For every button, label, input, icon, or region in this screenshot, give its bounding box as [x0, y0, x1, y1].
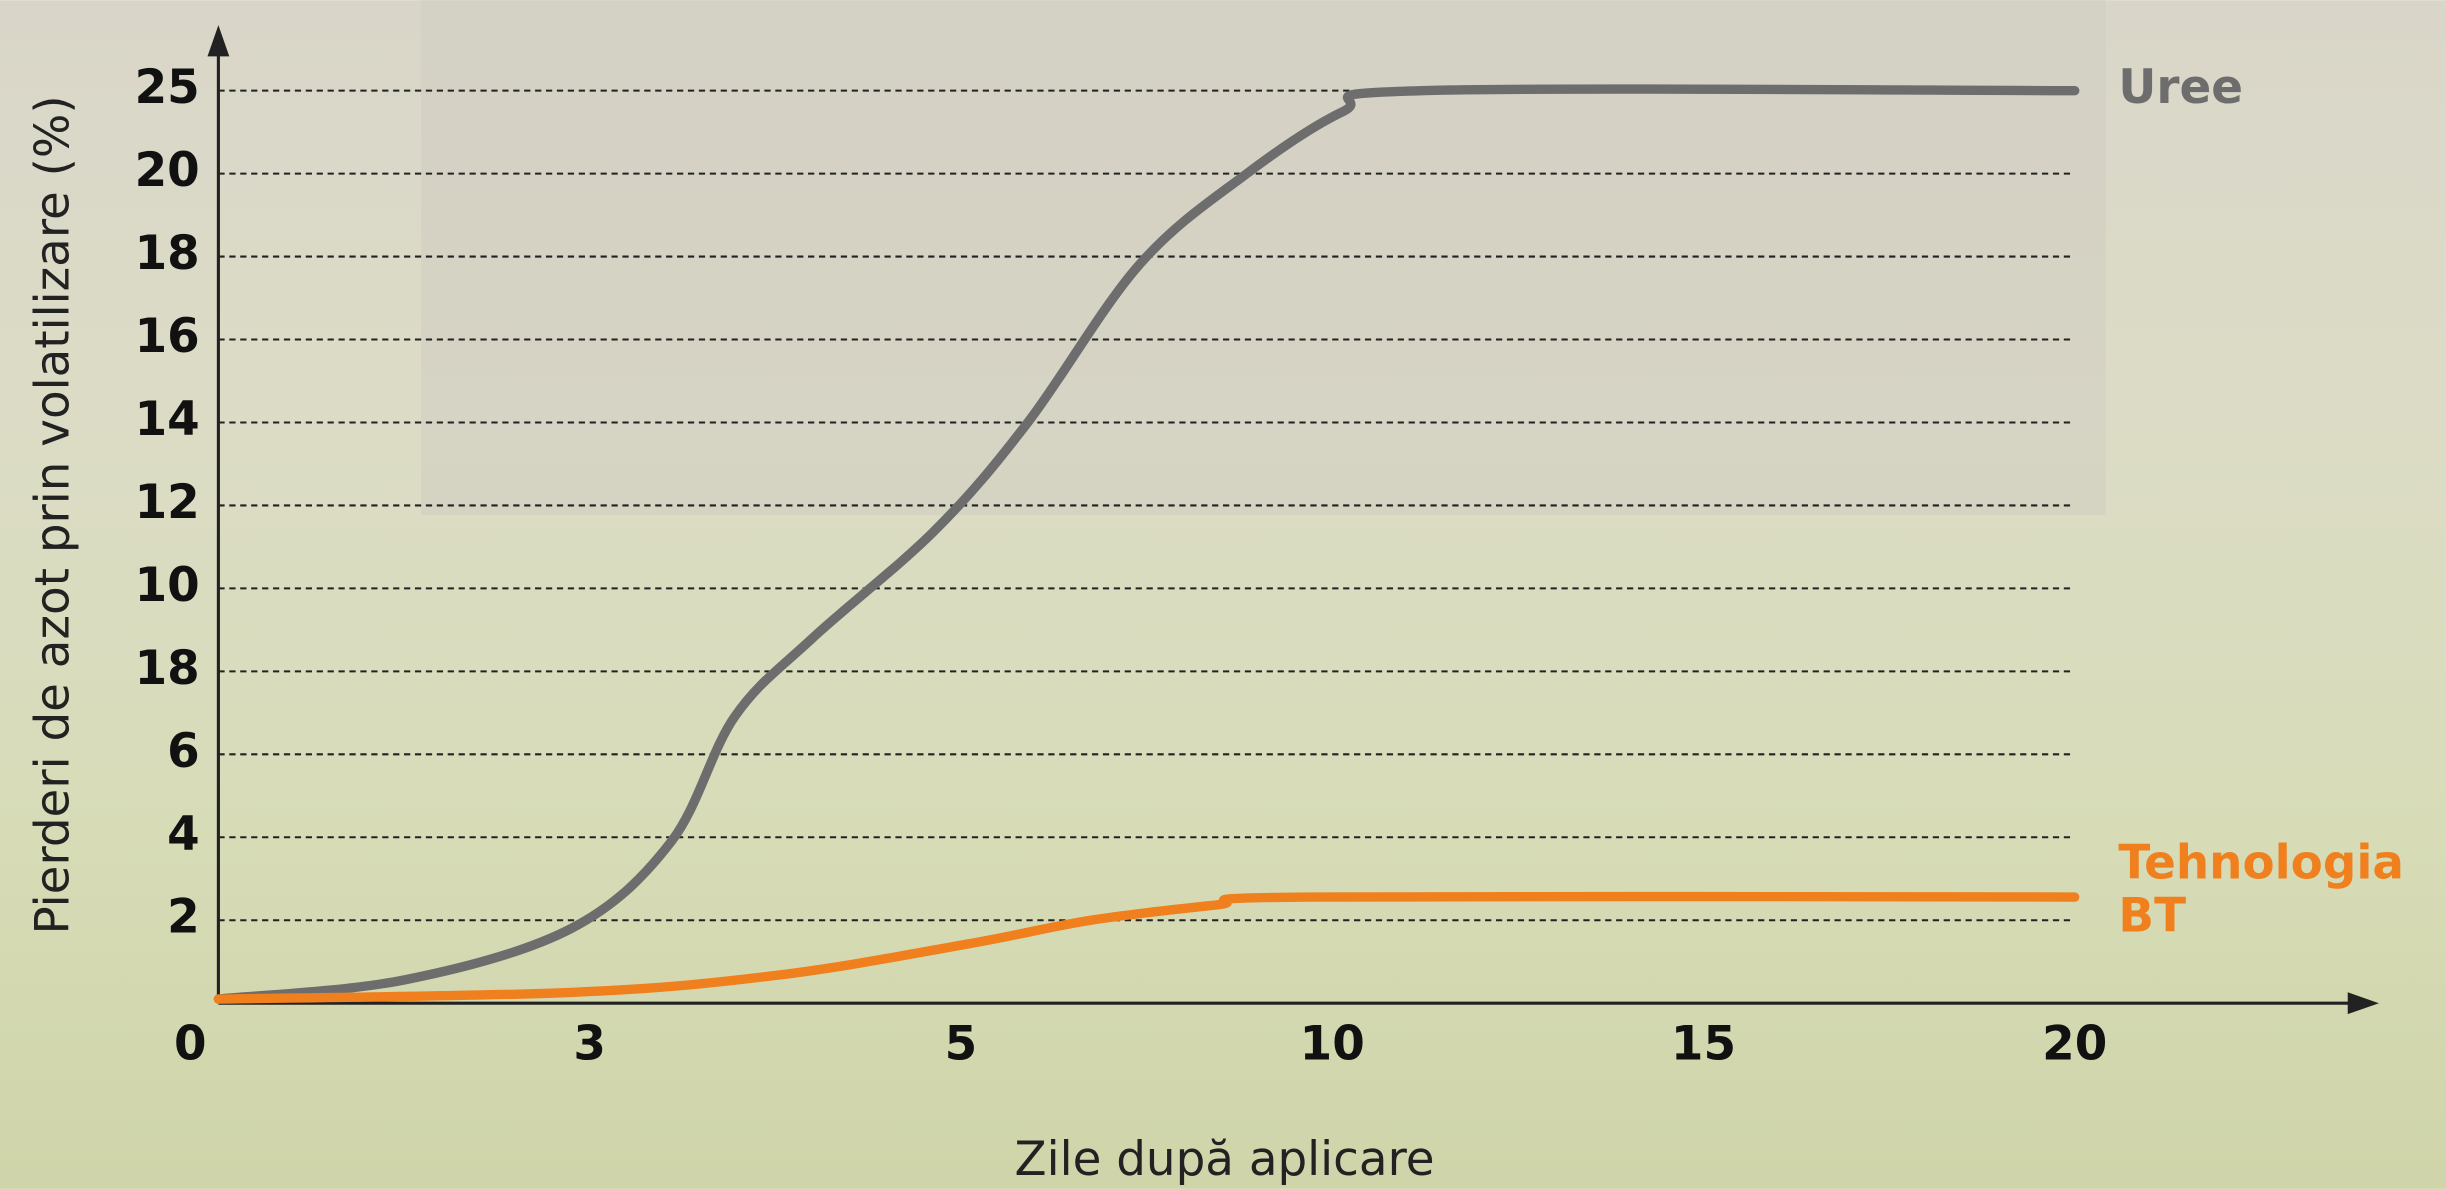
y-tick-label: 18	[135, 642, 200, 696]
series-label-box: Tehnologia BT	[2118, 838, 2430, 963]
x-tick-label: 5	[945, 1017, 978, 1071]
y-tick-label: 25	[135, 61, 200, 115]
x-tick-label: 0	[174, 1017, 207, 1071]
y-tick-label: 6	[167, 725, 200, 779]
y-tick-label: 10	[135, 559, 200, 613]
series-label: Tehnologia BT	[2118, 838, 2414, 944]
series-label: Uree	[2118, 63, 2430, 116]
y-tick-label: 12	[135, 476, 200, 530]
page: {"chart_data": {"type": "line", "y_label…	[0, 0, 2446, 1189]
x-tick-label: 20	[2042, 1017, 2107, 1071]
y-tick-label: 16	[135, 310, 200, 364]
series-label-box: Uree	[2118, 63, 2430, 188]
y-tick-label: 20	[135, 144, 200, 198]
y-tick-label: 4	[167, 808, 200, 862]
y-tick-label: 18	[135, 227, 200, 281]
x-tick-label: 15	[1671, 1017, 1736, 1071]
y-axis-title: Pierderi de azot prin volatilizare (%)	[27, 95, 81, 934]
chart: 2 4 6 18 10 12 14 16 18 20 25 0 3 5 10 15 20 Uree Tehnolog…	[0, 0, 2446, 1189]
y-tick-label: 2	[167, 891, 200, 945]
y-tick-label: 14	[135, 393, 200, 447]
background-shape	[421, 0, 2106, 515]
x-tick-label: 3	[573, 1017, 606, 1071]
x-axis-title: Zile după aplicare	[1015, 1133, 1435, 1187]
x-tick-label: 10	[1300, 1017, 1365, 1071]
